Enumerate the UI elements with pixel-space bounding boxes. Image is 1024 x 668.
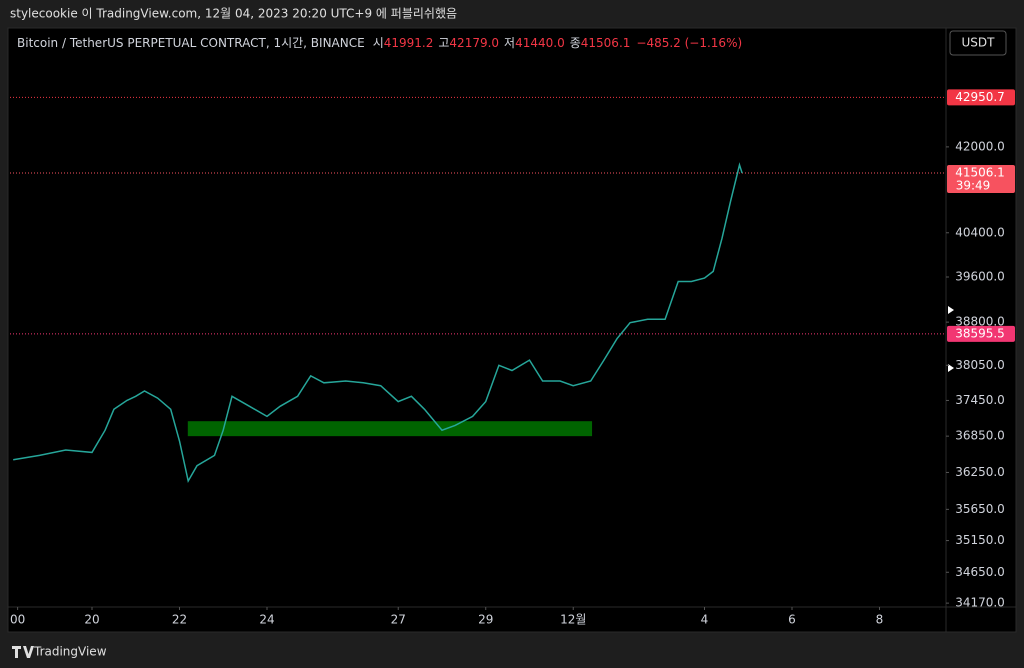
y-tick-label: 37450.0 xyxy=(955,393,1005,407)
logo-icon xyxy=(12,646,34,658)
y-tick-label: 36250.0 xyxy=(955,465,1005,479)
x-tick-label: 20 xyxy=(84,613,99,627)
y-tick-label: 40400.0 xyxy=(955,225,1005,239)
y-tick-label: 36850.0 xyxy=(955,429,1005,443)
x-tick-label: 22 xyxy=(172,613,187,627)
header-text: stylecookie 이 TradingView.com, 12월 04, 2… xyxy=(10,7,457,21)
y-tick-label: 35150.0 xyxy=(955,533,1005,547)
price-line-series xyxy=(13,162,743,484)
change: −485.2 (−1.16%) xyxy=(636,36,742,50)
y-tick-label: 38050.0 xyxy=(955,358,1005,372)
price-tag-label: 42950.7 xyxy=(955,90,1005,104)
ohlc-value: 41991.2 xyxy=(384,36,434,50)
x-tick-label: 29 xyxy=(478,613,493,627)
x-tick-label: 4 xyxy=(701,613,709,627)
y-tick-label: 34170.0 xyxy=(955,596,1005,610)
price-tag xyxy=(947,165,1015,194)
y-tick-label: 34650.0 xyxy=(955,565,1005,579)
price-tag-label: 38595.5 xyxy=(955,326,1005,340)
chart-title: Bitcoin / TetherUS PERPETUAL CONTRACT, 1… xyxy=(17,36,365,50)
brand: TradingView xyxy=(33,645,107,659)
ohlc-value: 42179.0 xyxy=(449,36,499,50)
ohlc-label: 저 xyxy=(504,36,515,50)
ohlc-value: 41506.1 xyxy=(581,36,631,50)
x-tick-label: 24 xyxy=(259,613,274,627)
x-tick-label: 8 xyxy=(876,613,884,627)
arrow-marker xyxy=(948,364,954,372)
ohlc-label: 시 xyxy=(373,36,384,50)
ohlc-label: 고 xyxy=(438,36,449,50)
price-tag-timer: 39:49 xyxy=(956,179,991,193)
y-tick-label: 42000.0 xyxy=(955,139,1005,153)
x-tick-label: 12월 xyxy=(560,613,586,627)
chart-panel xyxy=(7,27,1017,633)
price-tag-label: 41506.1 xyxy=(955,166,1005,180)
x-tick-label: 6 xyxy=(788,613,796,627)
zone xyxy=(187,421,593,437)
y-tick-label: 39600.0 xyxy=(955,269,1005,283)
legend-line: Bitcoin / TetherUS PERPETUAL CONTRACT, 1… xyxy=(17,36,742,50)
price-tag xyxy=(947,325,1015,342)
x-tick-label: 27 xyxy=(391,613,406,627)
arrow-marker xyxy=(948,306,954,314)
y-tick-label: 38800.0 xyxy=(955,315,1005,329)
x-tick-label: 00 xyxy=(10,613,25,627)
currency[interactable]: USDT xyxy=(962,36,996,50)
currency-button[interactable] xyxy=(949,30,1007,56)
y-tick-label: 35650.0 xyxy=(955,502,1005,516)
ohlc-label: 종 xyxy=(570,36,581,50)
price-tag xyxy=(947,89,1015,106)
ohlc-value: 41440.0 xyxy=(515,36,565,50)
